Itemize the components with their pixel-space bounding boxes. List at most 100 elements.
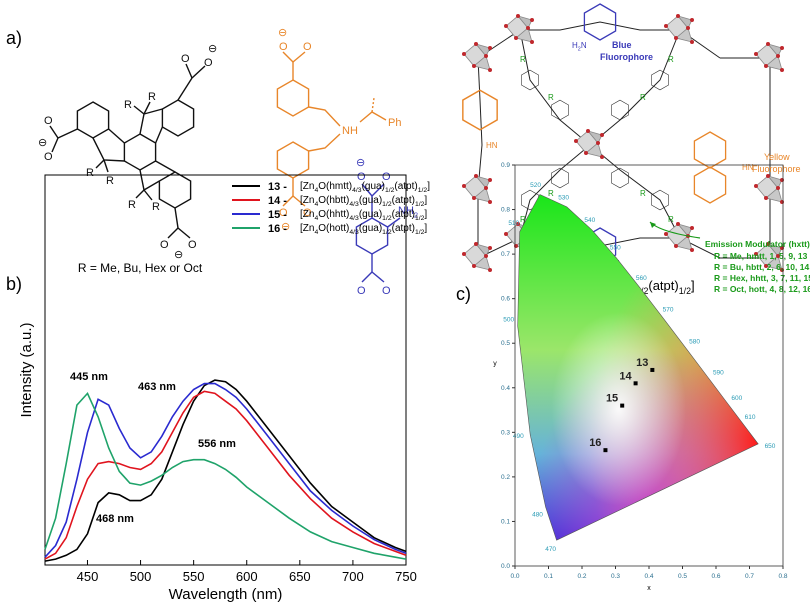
charts: 450 500 550 600 650 700 750 Wavelength (nm) Inte… [18,162,788,603]
plot-frame [44,174,407,566]
gamut-fill [517,194,759,541]
hxtt-structure [49,63,206,239]
text-part: (atpt) [394,181,417,192]
atom-label: O [279,41,288,53]
atom-label: O [181,53,190,65]
atom-label: HN [742,163,754,172]
atom-label: O [44,151,53,163]
x-tick-label: 0.0 [510,573,519,580]
wavelength-label: 550 [610,245,621,252]
text-part: ] [691,278,695,293]
wavelength-label: 490 [513,433,524,440]
cie-point [620,403,625,408]
peak-annotation: 468 nm [96,513,134,525]
spectrum-line [44,382,407,558]
atom-label: R [668,55,674,64]
atom-label: R [148,91,156,103]
wavelength-label: 570 [663,307,674,314]
atom-label: O [279,207,288,219]
text-part: (gua) [359,195,382,206]
legend-label: 14 - [268,195,287,207]
modulator-title: Emission Modulator (hxtt) [705,239,810,249]
subscript: 1/2 [382,201,392,208]
atom-label: O [44,115,53,127]
subscript: 4/3 [352,187,362,194]
text-part: H [572,41,578,50]
gua-labels: O O ⊖ O O ⊖ NH Ph [278,27,401,233]
y-axis-label: Intensity (a.u.) [18,322,35,417]
text-part: (gua) [359,209,382,220]
atpt-structure [355,183,401,283]
text-part: O(hott) [318,223,349,234]
point-label: 16 [589,437,601,449]
legend-formula: [Zn4O(hmtt)4/3(gua)1/2(atpt)1/2] [300,181,430,194]
atom-label: O [357,171,366,183]
text-part: (atpt) [392,209,415,220]
atom-label: O [160,239,169,251]
atom-label: NH [342,125,358,137]
text-part: O(hmtt) [318,181,352,192]
charge: ⊖ [174,249,183,261]
panel-label: c) [456,284,471,304]
y-tick-label: 0.6 [501,296,510,303]
spectrum-line [44,391,407,560]
text-part: (atpt) [392,223,415,234]
x-axis-label: Wavelength (nm) [169,586,283,603]
subscript: 4/3 [349,215,359,222]
cie-point [650,367,655,372]
panel-label: a) [6,28,22,48]
peak-annotation: 556 nm [198,438,236,450]
y-tick-label: 0.5 [501,340,510,347]
point-label: 13 [636,357,648,369]
text-part: ] [427,181,430,192]
text-part: ] [424,209,427,220]
subscript: 1/2 [679,286,691,296]
x-tick-label: 650 [289,569,311,584]
subscript: 4/3 [349,229,359,236]
subscript: 4 [314,215,318,222]
wavelength-label: 590 [713,369,724,376]
modulator-line: R = Me, hmtt, 1, 5, 9, 13 [714,251,808,261]
wavelength-label: 480 [532,511,543,518]
text-part: (atpt) [392,195,415,206]
atom-label: R [124,99,132,111]
point-label: 14 [619,370,632,382]
subscript: 1/2 [415,215,425,222]
atom-label: Ph [388,117,401,129]
subscript: 2 [578,46,581,52]
framework: R R R R R R R R H2N NH2 HN HN Blue Fluor… [461,3,810,296]
y-tick-label: 0.2 [501,474,510,481]
wavelength-label: 600 [731,395,742,402]
charge: ⊖ [38,137,47,149]
wavelength-label: 470 [545,546,556,553]
atom-label: O [382,171,391,183]
atom-label: O [204,57,213,69]
atom-label: R [520,55,526,64]
y-tick-label: 0.0 [501,563,510,570]
fluorophore-label: Yellow [764,152,790,162]
y-tick-label: 0.4 [501,385,510,392]
x-tick-label: 0.4 [644,573,653,580]
subscript: 2 [414,210,418,219]
fluorophore-label: Blue [612,40,632,50]
legend-formula: [Zn4O(hhtt)4/3(gua)1/2(atpt)1/2] [300,209,427,222]
y-tick-label: 0.8 [501,207,510,214]
x-tick-label: 0.2 [577,573,586,580]
x-tick-label: 0.5 [678,573,687,580]
atom-label: R [640,93,646,102]
subscript: 1/2 [415,201,425,208]
atom-label: O [303,207,312,219]
text-part: [Zn [300,209,314,220]
fluorophore-label: Fluorophore [600,52,653,62]
modulator-line: R = Oct, hott, 4, 8, 12, 16 [714,284,810,294]
atom-label: R [128,199,136,211]
text-part: ] [424,195,427,206]
y-tick-label: 0.9 [501,162,510,169]
legend-label: 15 - [268,209,287,221]
atom-label: H2N [572,41,587,52]
charge: ⊖ [281,221,290,233]
wavelength-label: 520 [530,182,541,189]
wavelength-label: 580 [689,339,700,346]
x-tick-label: 0.1 [544,573,553,580]
